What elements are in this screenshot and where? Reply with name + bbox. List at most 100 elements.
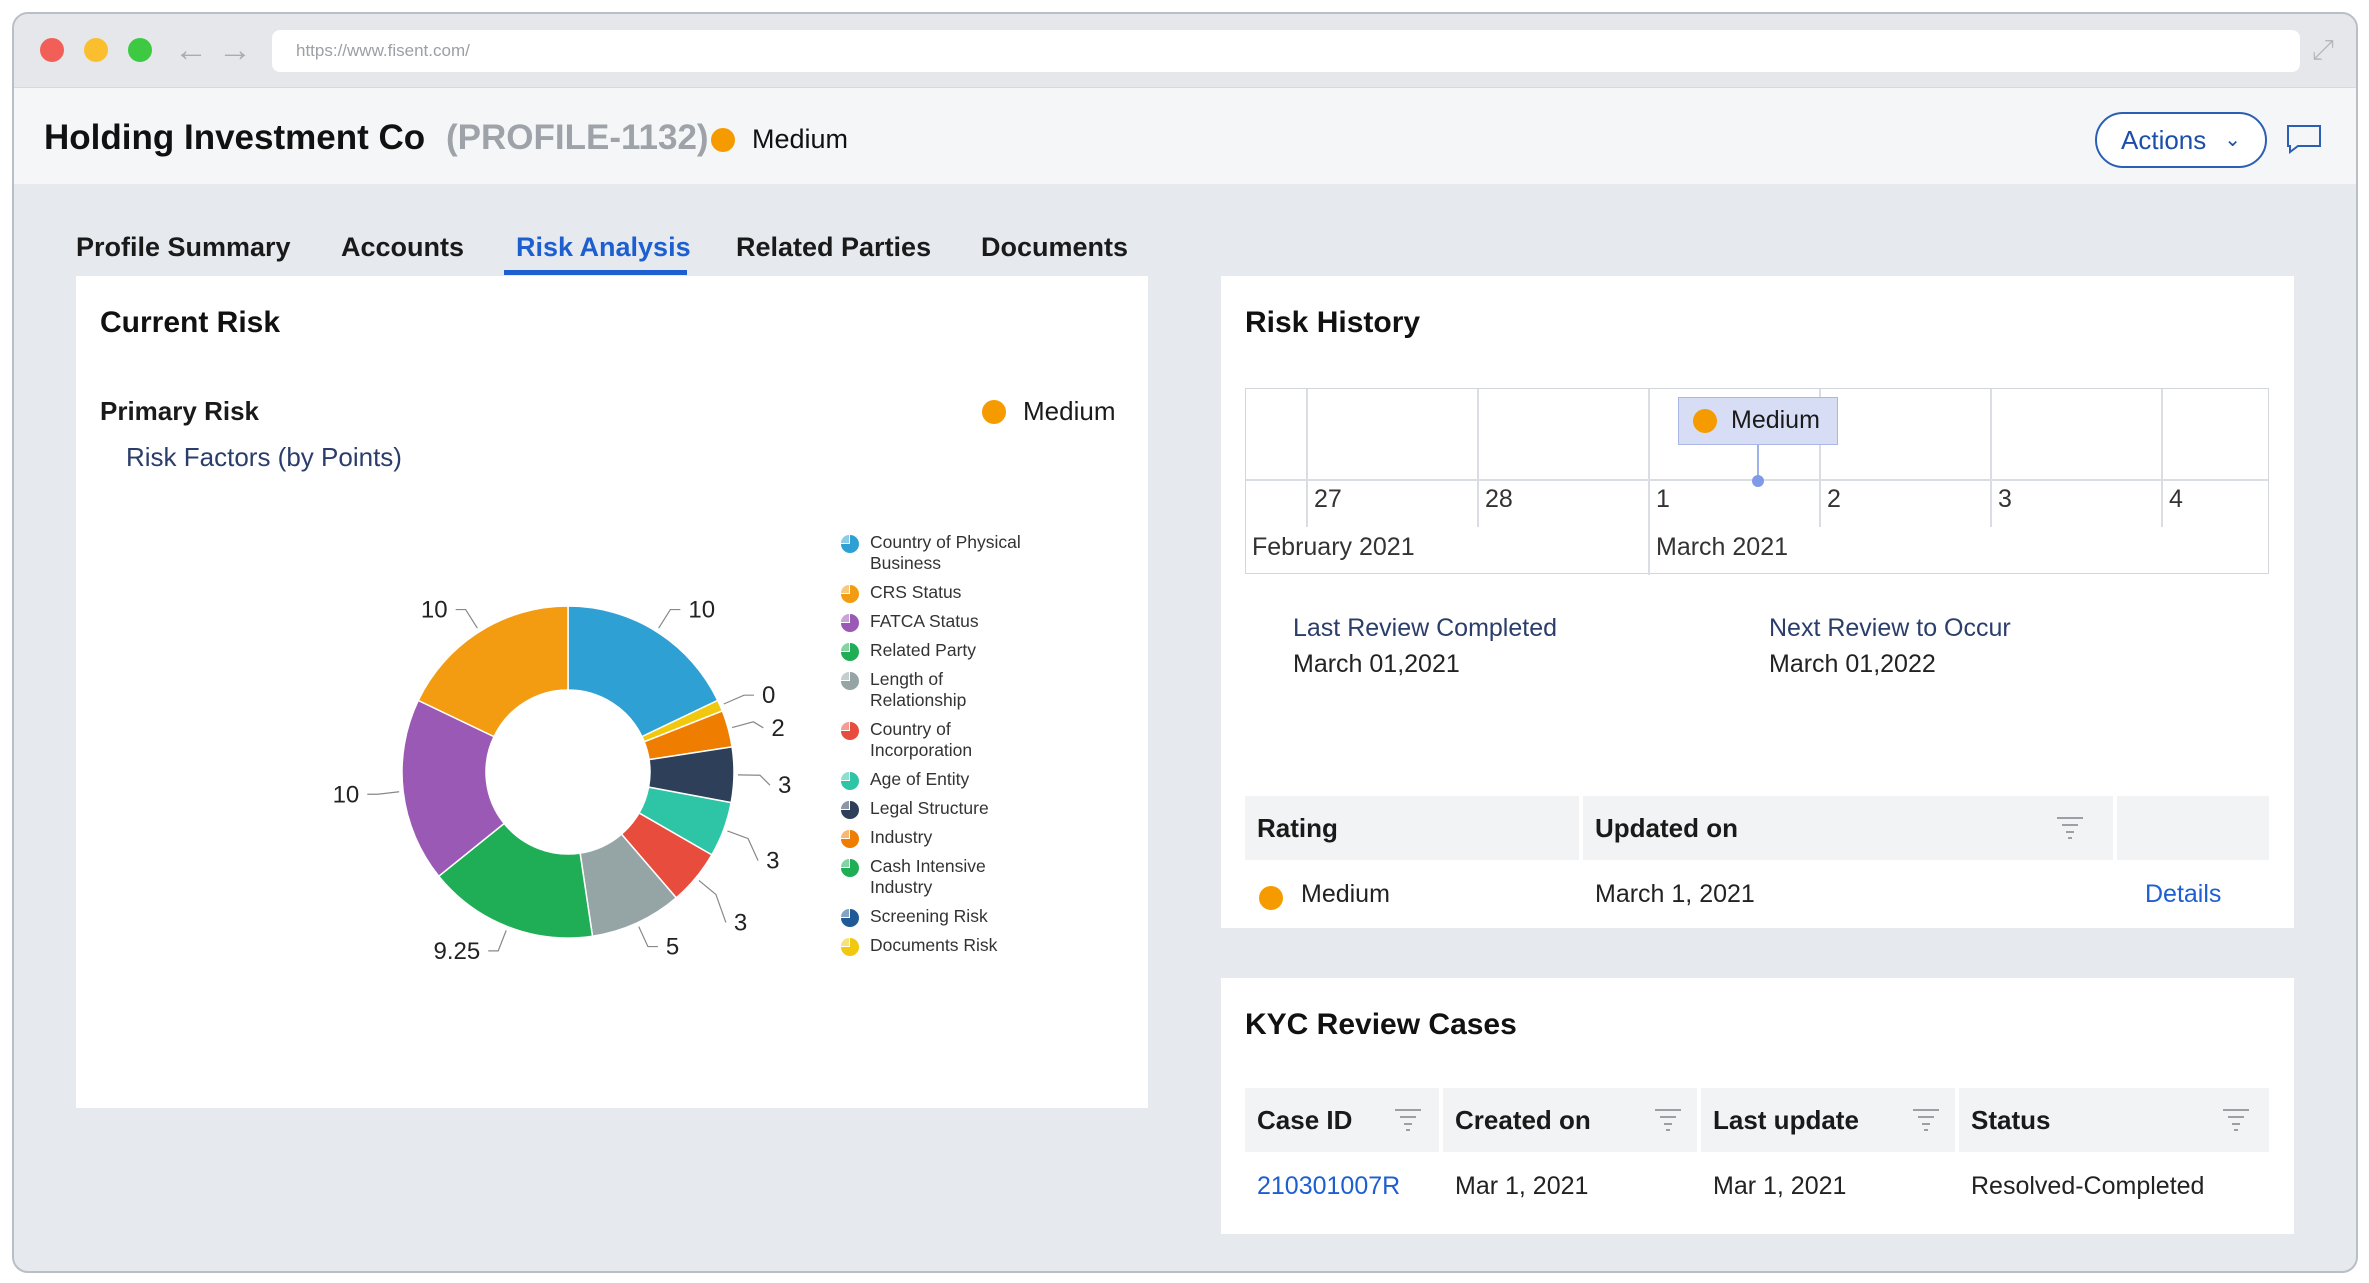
legend-label: Incorporation bbox=[870, 740, 973, 760]
legend-label: Country of bbox=[870, 719, 951, 739]
tab-profile-summary[interactable]: Profile Summary bbox=[76, 232, 291, 262]
data-label-leader bbox=[698, 879, 727, 923]
timeline-gridline bbox=[1477, 389, 1479, 527]
next-review-value: March 01,2022 bbox=[1769, 650, 1936, 678]
legend-item[interactable]: Length of Relationship bbox=[840, 669, 1060, 711]
column-header-last-update: Last update bbox=[1713, 1105, 1859, 1135]
data-label-leader bbox=[488, 930, 507, 952]
data-label: 3 bbox=[766, 848, 779, 875]
forward-arrow-icon[interactable]: → bbox=[218, 31, 252, 69]
data-label-leader bbox=[723, 694, 754, 705]
timeline-day: 2 bbox=[1827, 485, 1841, 513]
column-header-created-on: Created on bbox=[1455, 1105, 1591, 1135]
column-header-updated-on: Updated on bbox=[1595, 813, 1738, 843]
legend-item[interactable]: Screening Risk bbox=[840, 906, 1060, 927]
filter-icon[interactable] bbox=[2221, 1106, 2251, 1132]
data-label-leader bbox=[367, 791, 400, 795]
legend-item[interactable]: Legal Structure bbox=[840, 798, 1060, 819]
legend-item[interactable]: Country of Physical Business bbox=[840, 532, 1060, 574]
current-risk-title: Current Risk bbox=[100, 306, 281, 339]
pie-legend-icon bbox=[841, 585, 859, 603]
chevron-down-icon: ⌄ bbox=[2224, 129, 2241, 151]
legend-label: Industry bbox=[870, 827, 933, 847]
actions-button[interactable]: Actions ⌄ bbox=[2095, 112, 2267, 168]
legend-item[interactable]: Age of Entity bbox=[840, 769, 1060, 790]
donut-slice[interactable] bbox=[437, 822, 594, 939]
expand-icon[interactable]: ⤢ bbox=[2311, 34, 2334, 65]
legend-item[interactable]: Documents Risk bbox=[840, 935, 1060, 956]
legend-label: CRS Status bbox=[870, 582, 962, 602]
legend-item[interactable]: CRS Status bbox=[840, 582, 1060, 603]
details-link[interactable]: Details bbox=[2145, 880, 2222, 908]
risk-status-label: Medium bbox=[752, 124, 849, 154]
risk-history-title: Risk History bbox=[1245, 306, 1421, 339]
maximize-window-button[interactable] bbox=[128, 38, 152, 62]
data-label-leader bbox=[658, 608, 681, 629]
chart-title: Risk Factors (by Points) bbox=[126, 442, 402, 472]
legend-label: Age of Entity bbox=[870, 769, 970, 789]
data-label: 5 bbox=[666, 934, 679, 961]
rating-dot bbox=[1259, 886, 1283, 910]
tab-risk-analysis[interactable]: Risk Analysis bbox=[516, 232, 691, 262]
updated-on-value: March 1, 2021 bbox=[1595, 880, 1755, 908]
filter-icon[interactable] bbox=[1393, 1106, 1423, 1132]
tab-related-parties[interactable]: Related Parties bbox=[736, 232, 932, 262]
pie-legend-icon bbox=[841, 801, 859, 819]
timeline-gridline bbox=[1306, 389, 1308, 527]
minimize-window-button[interactable] bbox=[84, 38, 108, 62]
next-review-label: Next Review to Occur bbox=[1769, 614, 2011, 642]
risk-timeline[interactable]: 27 28 1 2 3 4 February 2021 March 2021 M… bbox=[1245, 388, 2269, 575]
legend-label: Related Party bbox=[870, 640, 977, 660]
pie-legend-icon bbox=[841, 643, 859, 661]
timeline-day: 1 bbox=[1656, 485, 1670, 513]
legend-item[interactable]: Related Party bbox=[840, 640, 1060, 661]
comment-icon[interactable] bbox=[2286, 124, 2322, 154]
filter-icon[interactable] bbox=[1911, 1106, 1941, 1132]
legend-item[interactable]: FATCA Status bbox=[840, 611, 1060, 632]
event-risk-dot bbox=[1693, 409, 1717, 433]
legend-item[interactable]: Industry bbox=[840, 827, 1060, 848]
table-header-rating[interactable]: Rating bbox=[1245, 796, 1579, 860]
filter-icon[interactable] bbox=[1653, 1106, 1683, 1132]
data-label: 3 bbox=[778, 772, 791, 799]
timeline-day: 4 bbox=[2169, 485, 2183, 513]
timeline-event-pin bbox=[1752, 475, 1764, 487]
tab-accounts[interactable]: Accounts bbox=[341, 232, 465, 262]
table-header-last-update[interactable]: Last update bbox=[1701, 1088, 1955, 1152]
donut-slice[interactable] bbox=[401, 699, 506, 878]
address-bar[interactable]: https://www.fisent.com/ bbox=[272, 30, 2300, 72]
legend-item[interactable]: Cash Intensive Industry bbox=[840, 856, 1060, 898]
case-id-link[interactable]: 210301007R bbox=[1257, 1172, 1401, 1200]
timeline-event-badge[interactable]: Medium bbox=[1678, 397, 1838, 445]
column-header-rating: Rating bbox=[1257, 813, 1338, 843]
filter-icon[interactable] bbox=[2055, 814, 2085, 840]
donut-slice[interactable] bbox=[417, 605, 569, 738]
close-window-button[interactable] bbox=[40, 38, 64, 62]
pie-legend-icon bbox=[841, 830, 859, 848]
tab-documents[interactable]: Documents bbox=[981, 232, 1129, 262]
browser-chrome: ← → https://www.fisent.com/ ⤢ bbox=[14, 14, 2356, 88]
legend-label: Cash Intensive bbox=[870, 856, 986, 876]
table-header-updated-on[interactable]: Updated on bbox=[1583, 796, 2113, 860]
back-arrow-icon[interactable]: ← bbox=[174, 31, 208, 69]
primary-risk-dot bbox=[982, 400, 1006, 424]
table-header-case-id[interactable]: Case ID bbox=[1245, 1088, 1439, 1152]
legend-label: Country of Physical bbox=[870, 532, 1021, 552]
risk-status-dot bbox=[711, 128, 735, 152]
legend-label: Industry bbox=[870, 877, 933, 897]
timeline-gridline bbox=[2161, 389, 2163, 527]
pie-legend-icon bbox=[841, 614, 859, 632]
primary-risk-value: Medium bbox=[1023, 396, 1116, 426]
legend-label: Documents Risk bbox=[870, 935, 998, 955]
table-header-created-on[interactable]: Created on bbox=[1443, 1088, 1697, 1152]
status-value: Resolved-Completed bbox=[1971, 1172, 2205, 1200]
timeline-event-stem bbox=[1757, 445, 1759, 481]
data-label: 3 bbox=[734, 909, 747, 936]
legend-item[interactable]: Country of Incorporation bbox=[840, 719, 1060, 761]
donut-slice[interactable] bbox=[567, 605, 719, 738]
timeline-day: 28 bbox=[1485, 485, 1513, 513]
created-on-value: Mar 1, 2021 bbox=[1455, 1172, 1589, 1200]
page-title: Holding Investment Co bbox=[44, 118, 426, 157]
table-header-status[interactable]: Status bbox=[1959, 1088, 2269, 1152]
data-label: 10 bbox=[333, 781, 360, 808]
